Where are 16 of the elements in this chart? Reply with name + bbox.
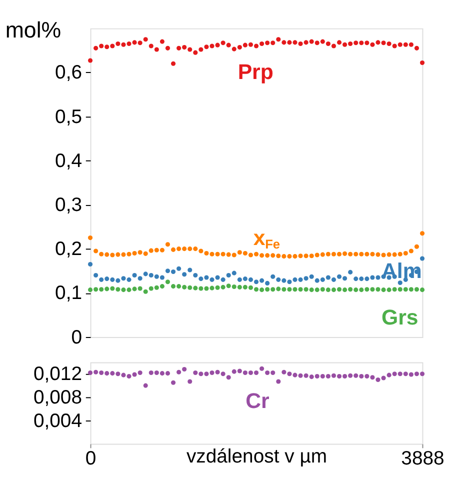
y-tick-label: 0,008 [33,386,82,409]
y-tick-label: 0,1 [55,282,82,304]
y-tick-label: 0,6 [55,62,82,84]
y-tick-label: 0,3 [55,194,82,216]
y-axis-title: mol% [5,18,62,43]
y-tick-label: 0,004 [33,410,82,432]
y-tick-label: 0,2 [55,238,82,260]
y-tick-label: 0,5 [55,106,82,128]
x-tick-label: 3888 [401,448,444,470]
x-axis-title: vzdálenost v µm [186,446,328,468]
y-tick-label: 0,012 [33,363,82,386]
series-label: Cr [246,388,270,413]
series-label: Grs [381,305,418,330]
y-tick-label: 0,4 [55,150,82,172]
y-tick-label: 0 [71,326,82,348]
series-label: Prp [238,60,274,84]
